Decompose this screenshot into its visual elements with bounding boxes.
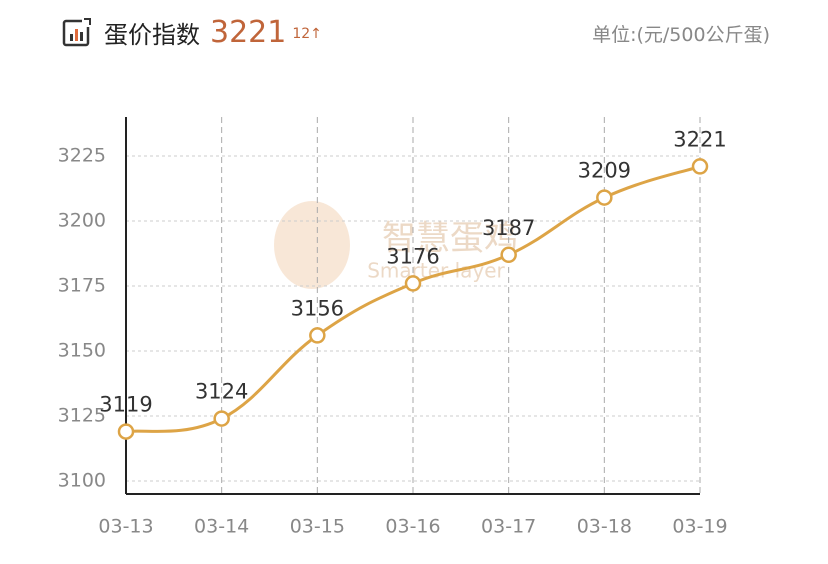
point	[117, 423, 135, 440]
value-label: 3209	[578, 159, 631, 183]
y-tick-label: 3100	[58, 470, 106, 492]
index-change: 12↑	[292, 26, 322, 42]
y-tick-label: 3200	[58, 210, 106, 232]
watermark-text: 智慧蛋鸡	[382, 219, 518, 259]
y-tick-label: 3125	[58, 405, 106, 427]
header: 蛋价指数 3221 12↑	[62, 10, 322, 54]
value-label: 3221	[673, 127, 726, 151]
y-tick-label: 3175	[58, 275, 106, 297]
x-tick-label: 03-19	[672, 516, 727, 538]
value-label: 3119	[99, 393, 152, 417]
point	[596, 189, 613, 206]
watermark-logo	[274, 201, 350, 289]
point	[691, 158, 709, 175]
chart: 智慧蛋鸡 Smarter layer 3100 3125 3150 3175 3200 3…	[58, 117, 728, 538]
value-label: 3176	[386, 244, 439, 268]
watermark-sub: Smarter layer	[367, 259, 505, 283]
title: 蛋价指数	[104, 20, 200, 49]
x-tick-label: 03-16	[385, 516, 440, 538]
index-value: 3221	[210, 14, 287, 50]
point	[213, 410, 230, 427]
x-tick-label: 03-18	[577, 516, 632, 538]
value-label: 3156	[291, 296, 344, 320]
x-tick-label: 03-17	[481, 516, 536, 538]
point	[500, 246, 517, 264]
point	[309, 327, 326, 344]
y-tick-label: 3225	[58, 145, 106, 167]
point	[404, 275, 422, 292]
x-tick-label: 03-14	[194, 516, 249, 538]
x-tick-label: 03-15	[290, 516, 345, 538]
x-tick-label: 03-13	[98, 516, 153, 538]
icon	[62, 17, 92, 47]
value-label: 3187	[482, 216, 535, 240]
y-tick-label: 3150	[58, 340, 106, 362]
unit: 单位:(元/500公斤蛋)	[592, 24, 770, 46]
value-label: 3124	[195, 380, 248, 404]
